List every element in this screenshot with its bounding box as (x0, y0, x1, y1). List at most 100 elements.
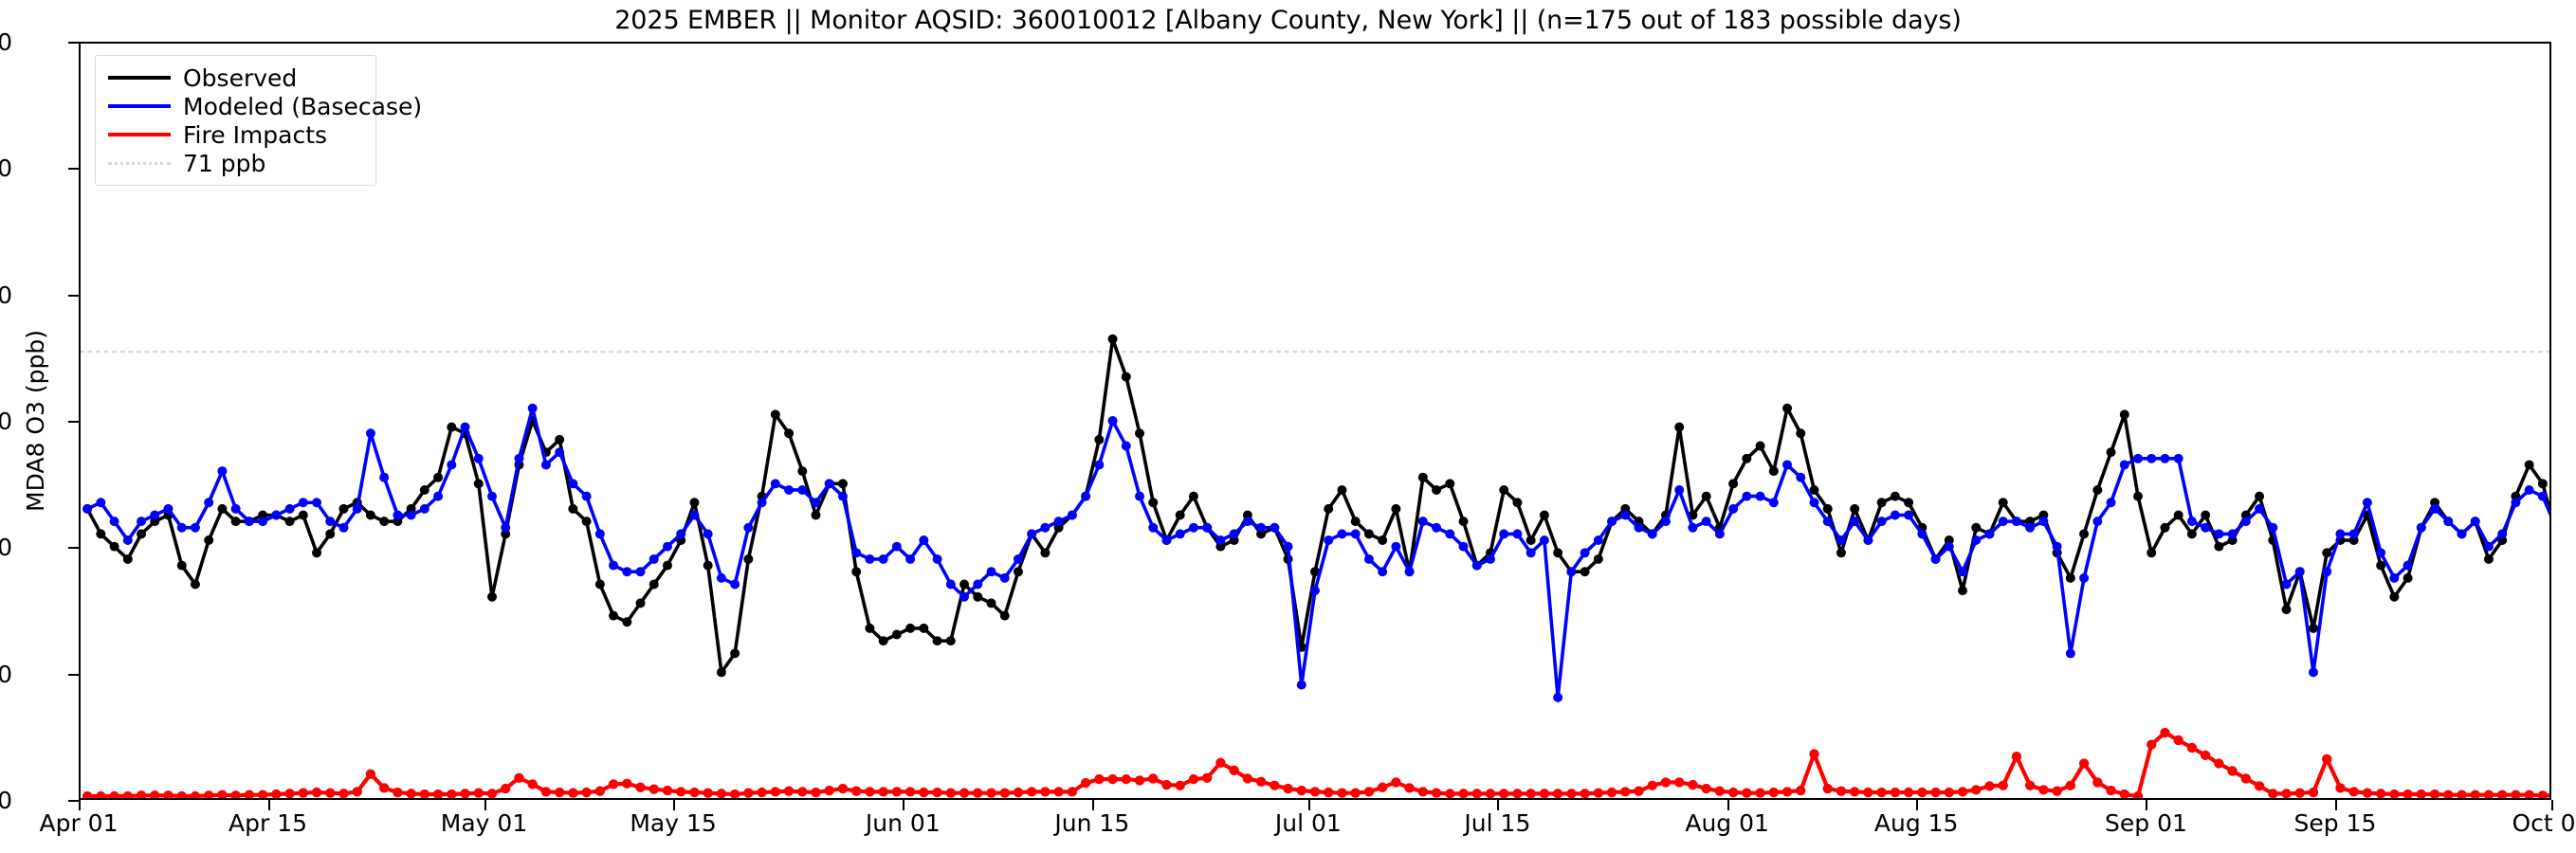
data-point (150, 510, 160, 520)
data-point (176, 522, 187, 533)
data-point (1822, 517, 1833, 527)
data-point (1539, 510, 1549, 520)
data-point (824, 479, 834, 489)
data-point (743, 522, 754, 533)
data-point (1296, 785, 1306, 796)
data-point (2308, 667, 2318, 678)
data-point (514, 453, 524, 463)
data-point (878, 554, 888, 564)
data-point (1161, 779, 1172, 790)
data-point (1229, 765, 1239, 775)
data-point (594, 529, 605, 539)
legend-item[interactable]: Observed (96, 64, 375, 92)
data-point (1134, 775, 1145, 786)
data-point (447, 789, 457, 798)
data-point (1148, 522, 1159, 533)
data-point (797, 466, 808, 477)
data-point (1391, 777, 1401, 788)
data-point (2497, 529, 2508, 539)
data-point (1674, 777, 1685, 788)
x-axis-tick-label: Jun 01 (865, 809, 941, 837)
data-point (136, 790, 147, 798)
data-point (649, 554, 659, 564)
data-point (2430, 503, 2440, 514)
data-point (1580, 567, 1590, 577)
data-point (1445, 529, 1455, 539)
data-point (2470, 517, 2480, 527)
data-point (865, 554, 875, 564)
data-point (568, 479, 578, 489)
x-axis-tick-mark (2146, 800, 2148, 810)
data-point (204, 535, 214, 546)
data-point (1781, 787, 1793, 797)
data-point (824, 785, 834, 796)
data-point (298, 510, 308, 520)
legend-item[interactable]: Modeled (Basecase) (96, 92, 422, 120)
data-point (271, 510, 282, 520)
data-point (257, 789, 268, 798)
legend-label: Modeled (Basecase) (183, 92, 423, 120)
legend-item[interactable]: Fire Impacts (96, 120, 375, 149)
data-point (1876, 787, 1887, 798)
data-point (1553, 692, 1563, 702)
data-point (1890, 491, 1900, 501)
data-point (1175, 529, 1185, 539)
data-point (2038, 785, 2049, 795)
data-point (2322, 753, 2332, 765)
data-point (770, 787, 781, 797)
data-point (190, 579, 200, 590)
data-point (770, 409, 780, 420)
data-point (2281, 579, 2292, 590)
data-point (743, 554, 754, 564)
legend-item[interactable]: 71 ppb (96, 149, 375, 177)
data-point (2375, 789, 2386, 798)
data-point (1188, 773, 1199, 785)
data-point (784, 484, 795, 495)
data-point (1755, 441, 1765, 451)
data-point (312, 548, 322, 558)
data-point (1067, 510, 1077, 520)
data-point (2011, 752, 2022, 762)
data-point (1971, 785, 1982, 795)
y-axis-tick-mark (68, 421, 79, 423)
data-point (82, 790, 93, 798)
data-point (1526, 789, 1536, 798)
data-point (419, 789, 430, 798)
data-point (419, 484, 429, 495)
data-point (109, 541, 119, 552)
data-point (904, 787, 916, 797)
data-point (1337, 788, 1347, 798)
data-point (2483, 541, 2494, 552)
data-point (244, 517, 254, 527)
x-axis-tick-mark (1091, 800, 1094, 810)
data-point (2065, 572, 2075, 583)
data-point (487, 491, 497, 501)
data-point (432, 789, 444, 798)
data-point (797, 484, 808, 495)
data-point (1255, 776, 1267, 787)
series-line (85, 336, 2549, 675)
x-axis-tick-label: Apr 15 (228, 809, 308, 837)
data-point (932, 636, 942, 646)
data-point (338, 503, 349, 514)
data-point (473, 453, 484, 463)
data-point (2443, 789, 2454, 798)
data-point (973, 788, 983, 798)
data-point (716, 789, 727, 798)
x-axis-tick-label: Jul 01 (1274, 809, 1342, 837)
data-point (2240, 773, 2252, 784)
data-point (1876, 498, 1887, 508)
x-axis-tick-label: Sep 01 (2105, 809, 2187, 837)
data-point (609, 610, 619, 621)
data-point (2416, 789, 2427, 798)
data-point (555, 447, 565, 458)
data-point (1822, 783, 1833, 794)
legend-label: Observed (183, 64, 298, 92)
data-point (230, 503, 241, 514)
data-point (999, 610, 1010, 621)
data-point (1445, 479, 1455, 489)
data-point (1998, 498, 2008, 508)
data-point (945, 636, 956, 646)
data-point (2078, 758, 2090, 769)
data-point (1161, 535, 1172, 546)
